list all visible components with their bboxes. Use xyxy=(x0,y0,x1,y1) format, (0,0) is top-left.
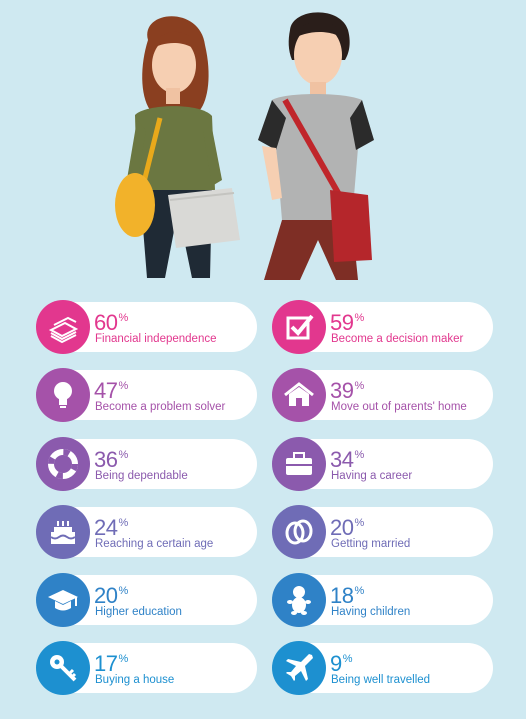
birthday-cake-icon xyxy=(36,505,90,559)
percent-sign: % xyxy=(118,312,128,324)
woman-figure xyxy=(115,16,240,278)
percent-sign: % xyxy=(354,312,364,324)
percent-sign: % xyxy=(118,585,128,597)
stat-percent: 20 xyxy=(94,583,118,608)
stat-card-problem-solver: 47% Become a problem solver xyxy=(36,368,257,422)
percent-sign: % xyxy=(118,653,128,665)
stat-label: Become a decision maker xyxy=(331,333,464,345)
percent-sign: % xyxy=(342,653,353,665)
stat-percent: 18 xyxy=(330,583,354,608)
stat-card-financial-independence: 60% Financial independence xyxy=(36,300,257,354)
stat-card-dependable: 36% Being dependable xyxy=(36,437,257,491)
stat-label: Reaching a certain age xyxy=(95,538,214,550)
percent-sign: % xyxy=(354,517,364,529)
percent-sign: % xyxy=(354,585,364,597)
airplane-icon xyxy=(272,641,326,695)
stat-card-career: 34% Having a career xyxy=(272,437,493,491)
stat-card-married: 20% Getting married xyxy=(272,505,493,559)
stat-card-higher-education: 20% Higher education xyxy=(36,573,257,627)
stat-percent: 36 xyxy=(94,447,118,472)
percent-sign: % xyxy=(354,449,364,461)
stat-card-well-travelled: 9% Being well travelled xyxy=(272,641,493,695)
wedding-rings-icon xyxy=(272,505,326,559)
lifebuoy-icon xyxy=(36,437,90,491)
man-figure xyxy=(258,12,374,280)
lightbulb-icon xyxy=(36,368,90,422)
stat-card-certain-age: 24% Reaching a certain age xyxy=(36,505,257,559)
house-icon xyxy=(272,368,326,422)
stat-percent: 17 xyxy=(94,651,118,676)
stat-label: Higher education xyxy=(95,606,182,618)
stat-percent: 20 xyxy=(330,515,354,540)
percent-sign: % xyxy=(118,449,128,461)
stat-label: Getting married xyxy=(331,538,411,550)
stat-label: Financial independence xyxy=(95,333,217,345)
briefcase-icon xyxy=(272,437,326,491)
stat-label: Become a problem solver xyxy=(95,401,226,413)
stat-label: Being dependable xyxy=(95,470,188,482)
stat-label: Being well travelled xyxy=(331,674,431,686)
stat-label: Having children xyxy=(331,606,411,618)
stat-label: Buying a house xyxy=(95,674,175,686)
percent-sign: % xyxy=(118,517,128,529)
stat-percent: 24 xyxy=(94,515,118,540)
stat-percent: 59 xyxy=(330,310,354,335)
stat-card-move-out: 39% Move out of parents' home xyxy=(272,368,493,422)
key-icon xyxy=(36,641,90,695)
graduation-cap-icon xyxy=(36,573,90,627)
stat-percent: 60 xyxy=(94,310,118,335)
checkbox-icon xyxy=(272,300,326,354)
percent-sign: % xyxy=(118,380,128,392)
percent-sign: % xyxy=(354,380,364,392)
stat-card-decision-maker: 59% Become a decision maker xyxy=(272,300,493,354)
stat-label: Move out of parents' home xyxy=(331,401,467,413)
stat-percent: 39 xyxy=(330,378,354,403)
stat-label: Having a career xyxy=(331,470,413,482)
baby-icon xyxy=(272,573,326,627)
stat-card-children: 18% Having children xyxy=(272,573,493,627)
stat-percent: 9 xyxy=(330,651,342,676)
students-illustration xyxy=(115,12,374,280)
stat-percent: 47 xyxy=(94,378,118,403)
stat-percent: 34 xyxy=(330,447,354,472)
money-stack-icon xyxy=(36,300,90,354)
stat-card-buying-house: 17% Buying a house xyxy=(36,641,257,695)
